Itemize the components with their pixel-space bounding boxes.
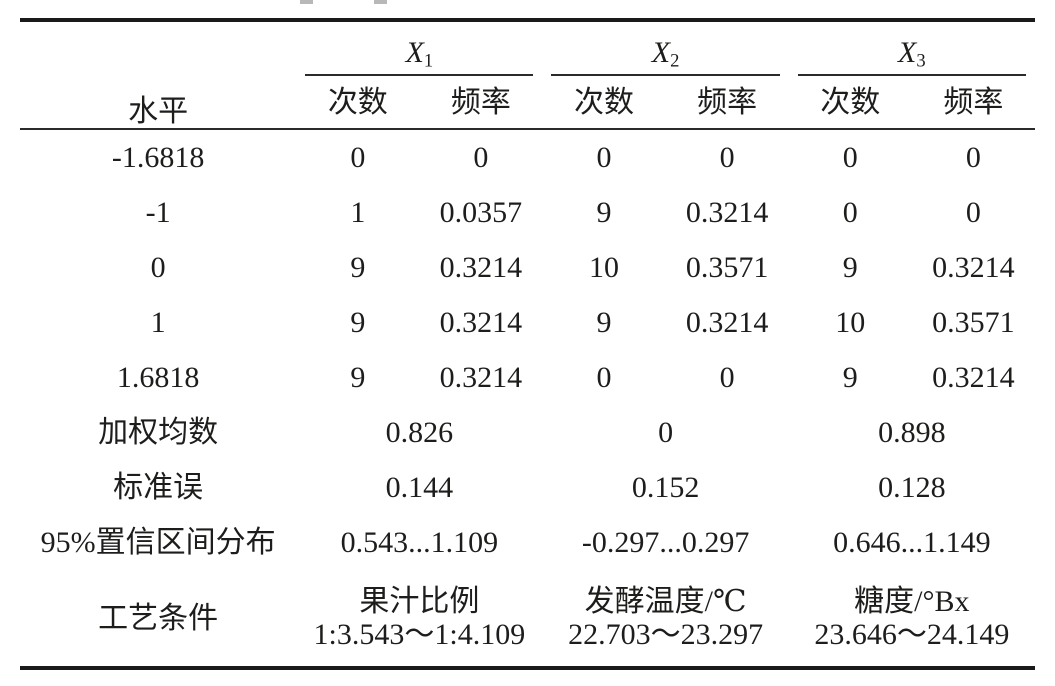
level-cell: 1 <box>150 306 166 339</box>
condition-name: 发酵温度/℃ <box>584 585 747 618</box>
freq-cell: 0.3214 <box>439 306 523 339</box>
condition-range: 22.703～23.297 <box>568 618 764 651</box>
count-cell: 0 <box>842 196 858 229</box>
summary-value-x1: 0.543...1.109 <box>340 526 499 559</box>
freq-cell: 0.3571 <box>685 251 769 284</box>
count-cell: 9 <box>350 361 366 394</box>
freq-cell: 0 <box>473 141 489 174</box>
x1-spanner-rule: X1 <box>305 36 534 76</box>
table-row: 0 9 0.3214 10 0.3571 9 0.3214 <box>20 240 1035 295</box>
count-cell: 9 <box>350 251 366 284</box>
condition-range: 23.646～24.149 <box>814 618 1010 651</box>
x3-label: X3 <box>898 36 926 72</box>
table-row: -1 1 0.0357 9 0.3214 0 0 <box>20 185 1035 240</box>
x2-label: X2 <box>651 36 680 72</box>
freq-cell: 0.3571 <box>932 306 1015 339</box>
weighted-mean-row: 加权均数 0.826 0 0.898 <box>20 405 1035 460</box>
freq-cell: 0 <box>719 141 735 174</box>
group-header-x1: X1 <box>296 20 542 76</box>
summary-value-x3: 0.898 <box>878 416 946 449</box>
count-cell: 9 <box>842 361 858 394</box>
confidence-interval-row: 95%置信区间分布 0.543...1.109 -0.297...0.297 0… <box>20 515 1035 570</box>
summary-value-x3: 0.646...1.149 <box>833 526 991 559</box>
clipped-caption-mark <box>300 0 313 4</box>
level-cell: -1.6818 <box>111 141 205 174</box>
freq-cell: 0 <box>965 196 981 229</box>
freq-cell: 0.3214 <box>932 251 1015 284</box>
level-cell: 1.6818 <box>116 361 200 394</box>
condition-value-x1: 果汁比例 1:3.543～1:4.109 <box>296 570 542 668</box>
count-cell: 10 <box>589 251 620 284</box>
count-cell: 1 <box>350 196 366 229</box>
column-header-level: 水平 <box>20 20 297 130</box>
summary-label: 标准误 <box>113 471 204 504</box>
group-header-x3: X3 <box>789 20 1035 76</box>
level-cell: -1 <box>145 196 171 229</box>
summary-value-x1: 0.144 <box>385 471 454 504</box>
count-cell: 9 <box>596 306 612 339</box>
count-cell: 0 <box>842 141 858 174</box>
count-cell: 9 <box>842 251 858 284</box>
x3-spanner-rule: X3 <box>797 36 1026 76</box>
summary-value-x2: 0.152 <box>631 471 700 504</box>
standard-error-row: 标准误 0.144 0.152 0.128 <box>20 460 1035 515</box>
table-row: -1.6818 0 0 0 0 0 0 <box>20 129 1035 185</box>
x2-spanner-rule: X2 <box>551 36 780 76</box>
freq-cell: 0.0357 <box>439 196 523 229</box>
table-row: 1.6818 9 0.3214 0 0 9 0.3214 <box>20 350 1035 405</box>
x1-freq-header: 频率 <box>419 76 543 130</box>
count-cell: 9 <box>596 196 612 229</box>
condition-name: 糖度/°Bx <box>854 585 970 618</box>
freq-cell: 0.3214 <box>932 361 1015 394</box>
freq-cell: 0.3214 <box>439 361 523 394</box>
count-cell: 10 <box>835 306 866 339</box>
condition-name: 果汁比例 <box>359 585 480 618</box>
summary-label: 95%置信区间分布 <box>40 526 276 559</box>
x3-freq-header: 频率 <box>911 76 1035 130</box>
summary-value-x3: 0.128 <box>878 471 946 504</box>
freq-cell: 0.3214 <box>685 306 769 339</box>
freq-cell: 0.3214 <box>685 196 769 229</box>
summary-value-x1: 0.826 <box>385 416 454 449</box>
level-frequency-table: 水平 X1 X2 X3 次数 频率 次数 频率 次数 频 <box>20 18 1035 670</box>
level-cell: 0 <box>150 251 166 284</box>
freq-cell: 0 <box>719 361 735 394</box>
freq-cell: 0.3214 <box>439 251 523 284</box>
count-cell: 9 <box>350 306 366 339</box>
count-cell: 0 <box>596 361 612 394</box>
clipped-caption-mark <box>374 0 387 4</box>
x3-count-header: 次数 <box>788 76 912 130</box>
group-header-x2: X2 <box>542 20 788 76</box>
summary-label: 加权均数 <box>98 416 219 449</box>
x2-count-header: 次数 <box>542 76 666 130</box>
x1-label: X1 <box>405 36 434 72</box>
freq-cell: 0 <box>965 141 981 174</box>
summary-value-x2: -0.297...0.297 <box>581 526 750 559</box>
x1-count-header: 次数 <box>296 76 420 130</box>
condition-range: 1:3.543～1:4.109 <box>313 618 526 651</box>
count-cell: 0 <box>596 141 612 174</box>
process-condition-row: 工艺条件 果汁比例 1:3.543～1:4.109 发酵温度/℃ 22.703～… <box>20 570 1035 668</box>
condition-value-x2: 发酵温度/℃ 22.703～23.297 <box>542 570 788 668</box>
summary-label: 工艺条件 <box>98 601 219 635</box>
x2-freq-header: 频率 <box>665 76 789 130</box>
summary-value-x2: 0 <box>658 416 674 449</box>
condition-value-x3: 糖度/°Bx 23.646～24.149 <box>789 570 1035 668</box>
count-cell: 0 <box>350 141 366 174</box>
table-row: 1 9 0.3214 9 0.3214 10 0.3571 <box>20 295 1035 350</box>
